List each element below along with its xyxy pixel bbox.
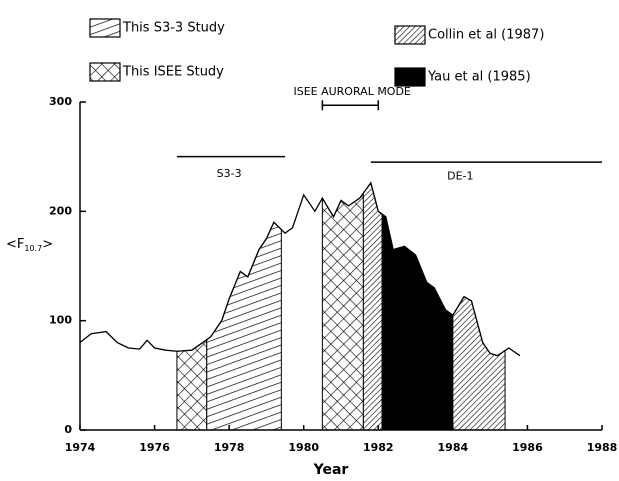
y-label-end: > xyxy=(42,237,53,252)
legend-swatch xyxy=(89,62,121,82)
legend-label: This ISEE Study xyxy=(122,65,224,80)
legend-swatch xyxy=(394,25,426,45)
legend-label: Yau et al (1985) xyxy=(427,70,531,85)
y-label-sub: 10.7 xyxy=(24,244,42,253)
y-tick-label: 100 xyxy=(49,314,72,327)
x-tick-label: 1978 xyxy=(214,441,245,454)
y-tick-label: 0 xyxy=(64,423,72,436)
shaded-region xyxy=(176,338,208,431)
legend-swatch xyxy=(394,67,426,87)
x-tick-label: 1984 xyxy=(438,441,469,454)
x-tick-label: 1988 xyxy=(587,441,618,454)
y-tick-label: 300 xyxy=(49,95,72,108)
legend-label: Collin et al (1987) xyxy=(428,28,544,43)
shaded-region xyxy=(321,191,364,431)
y-axis-label: <F10.7> xyxy=(6,237,53,253)
x-tick-label: 1976 xyxy=(139,441,170,454)
annotation: ISEE AURORAL MODE xyxy=(293,85,410,98)
x-tick-label: 1982 xyxy=(363,441,394,454)
x-tick-label: 1980 xyxy=(288,441,319,454)
legend-swatch xyxy=(89,18,121,38)
annotation: DE-1 xyxy=(447,169,473,182)
legend-label: This S3-3 Study xyxy=(122,21,225,36)
f107-line xyxy=(79,181,521,357)
y-label-main: <F xyxy=(6,237,24,252)
y-tick-label: 200 xyxy=(49,204,72,217)
x-tick-label: 1986 xyxy=(512,441,543,454)
x-axis-label: Year xyxy=(313,462,349,478)
shaded-region xyxy=(362,181,383,431)
shaded-region xyxy=(452,295,506,431)
annotation: S3-3 xyxy=(217,167,242,180)
x-tick-label: 1974 xyxy=(65,441,96,454)
